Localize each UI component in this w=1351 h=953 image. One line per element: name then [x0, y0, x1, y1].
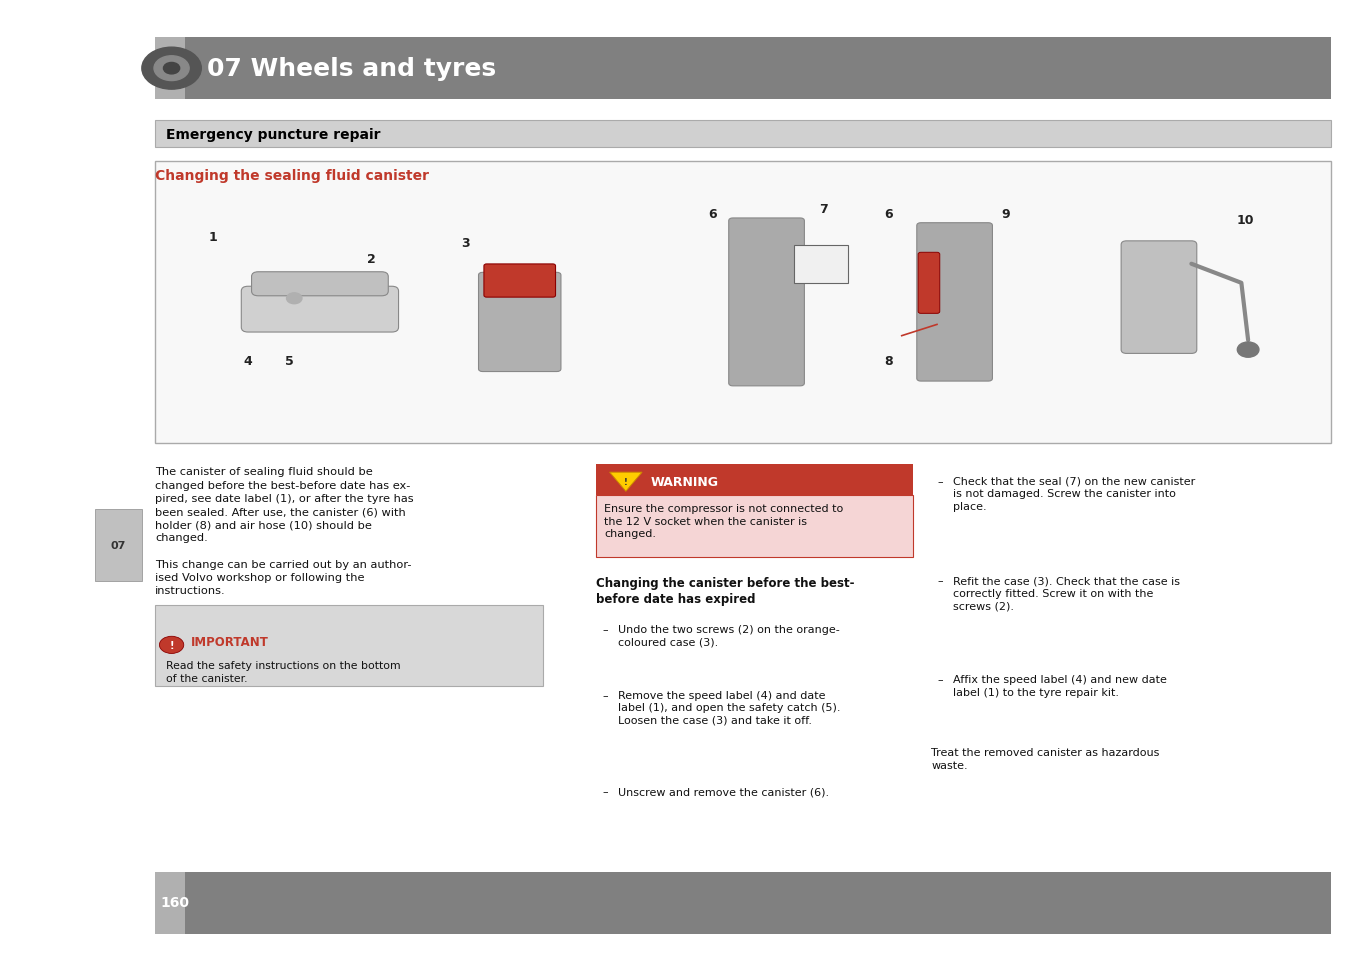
Text: 5: 5	[285, 355, 293, 368]
Circle shape	[154, 57, 189, 82]
Text: 8: 8	[884, 355, 893, 368]
FancyBboxPatch shape	[793, 246, 847, 284]
Text: Remove the speed label (4) and date
label (1), and open the safety catch (5).
Lo: Remove the speed label (4) and date labe…	[617, 690, 840, 724]
Text: !: !	[169, 640, 174, 650]
Text: 3: 3	[461, 236, 470, 250]
FancyBboxPatch shape	[155, 872, 185, 934]
Circle shape	[286, 294, 303, 304]
Text: 7: 7	[820, 203, 828, 215]
Polygon shape	[609, 473, 642, 492]
Text: Affix the speed label (4) and new date
label (1) to the tyre repair kit.: Affix the speed label (4) and new date l…	[952, 675, 1167, 697]
Text: 2: 2	[367, 253, 376, 266]
Circle shape	[163, 63, 180, 75]
Text: 10: 10	[1236, 213, 1254, 227]
Text: –: –	[938, 476, 943, 486]
Text: !: !	[624, 477, 628, 487]
Circle shape	[142, 49, 201, 90]
Text: 07: 07	[111, 540, 126, 551]
Text: WARNING: WARNING	[650, 476, 719, 489]
FancyBboxPatch shape	[596, 496, 913, 558]
FancyBboxPatch shape	[155, 162, 1331, 443]
FancyBboxPatch shape	[155, 38, 185, 100]
Text: –: –	[938, 576, 943, 585]
Text: 6: 6	[884, 209, 893, 221]
Text: 160: 160	[161, 896, 189, 909]
FancyBboxPatch shape	[155, 605, 543, 686]
Text: IMPORTANT: IMPORTANT	[190, 635, 269, 648]
Text: Changing the sealing fluid canister: Changing the sealing fluid canister	[155, 169, 430, 183]
FancyBboxPatch shape	[155, 38, 1331, 100]
Text: Check that the seal (7) on the new canister
is not damaged. Screw the canister i: Check that the seal (7) on the new canis…	[952, 476, 1196, 511]
Text: 4: 4	[243, 355, 253, 368]
Text: 6: 6	[708, 209, 716, 221]
Text: 1: 1	[208, 231, 218, 244]
FancyBboxPatch shape	[1121, 242, 1197, 355]
FancyBboxPatch shape	[251, 273, 388, 296]
FancyBboxPatch shape	[484, 265, 555, 298]
Text: Ensure the compressor is not connected to
the 12 V socket when the canister is
c: Ensure the compressor is not connected t…	[604, 503, 843, 538]
FancyBboxPatch shape	[728, 218, 804, 387]
Text: Unscrew and remove the canister (6).: Unscrew and remove the canister (6).	[617, 786, 830, 796]
Text: –: –	[603, 690, 608, 700]
Text: 07 Wheels and tyres: 07 Wheels and tyres	[207, 57, 496, 81]
Circle shape	[1238, 343, 1259, 358]
Text: Treat the removed canister as hazardous
waste.: Treat the removed canister as hazardous …	[931, 747, 1159, 770]
Text: –: –	[938, 675, 943, 684]
Text: –: –	[603, 786, 608, 796]
Text: Changing the canister before the best-
before date has expired: Changing the canister before the best- b…	[596, 577, 855, 605]
Text: Read the safety instructions on the bottom
of the canister.: Read the safety instructions on the bott…	[166, 660, 401, 682]
Text: 9: 9	[1001, 209, 1011, 221]
FancyBboxPatch shape	[95, 510, 142, 581]
Circle shape	[159, 637, 184, 654]
FancyBboxPatch shape	[478, 273, 561, 372]
Text: The canister of sealing fluid should be
changed before the best-before date has : The canister of sealing fluid should be …	[155, 467, 413, 596]
FancyBboxPatch shape	[919, 253, 940, 314]
Text: Refit the case (3). Check that the case is
correctly fitted. Screw it on with th: Refit the case (3). Check that the case …	[952, 576, 1179, 610]
FancyBboxPatch shape	[596, 464, 913, 496]
FancyBboxPatch shape	[155, 872, 1331, 934]
Text: Emergency puncture repair: Emergency puncture repair	[166, 128, 381, 141]
Text: –: –	[603, 624, 608, 634]
Text: Undo the two screws (2) on the orange-
coloured case (3).: Undo the two screws (2) on the orange- c…	[617, 624, 839, 646]
FancyBboxPatch shape	[917, 223, 993, 381]
FancyBboxPatch shape	[242, 287, 399, 333]
FancyBboxPatch shape	[155, 121, 1331, 148]
